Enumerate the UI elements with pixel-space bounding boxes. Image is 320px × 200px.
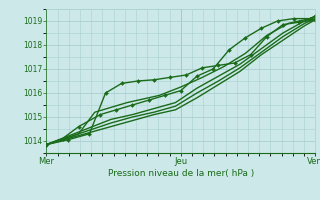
X-axis label: Pression niveau de la mer( hPa ): Pression niveau de la mer( hPa ) xyxy=(108,169,254,178)
